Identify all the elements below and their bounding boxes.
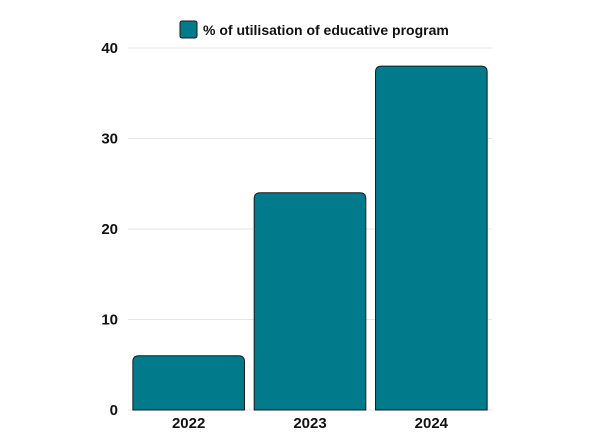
bars [132,65,488,411]
y-axis-ticks: 0 10 20 30 40 [101,40,118,419]
bar-2022 [132,355,245,411]
y-tick-label-0: 0 [110,402,118,419]
x-tick-label-2024: 2024 [415,415,449,432]
y-tick-label-30: 30 [101,131,118,148]
legend: % of utilisation of educative program [179,20,449,39]
legend-swatch [179,20,198,39]
legend-label: % of utilisation of educative program [203,22,449,38]
x-tick-label-2023: 2023 [293,415,326,432]
y-tick-label-20: 20 [101,221,118,238]
bar-2023 [253,192,367,411]
y-tick-label-40: 40 [101,40,118,57]
x-axis-ticks: 2022 2023 2024 [172,415,449,432]
x-tick-label-2022: 2022 [172,415,205,432]
y-tick-label-10: 10 [101,312,118,329]
bar-2024 [375,65,488,411]
